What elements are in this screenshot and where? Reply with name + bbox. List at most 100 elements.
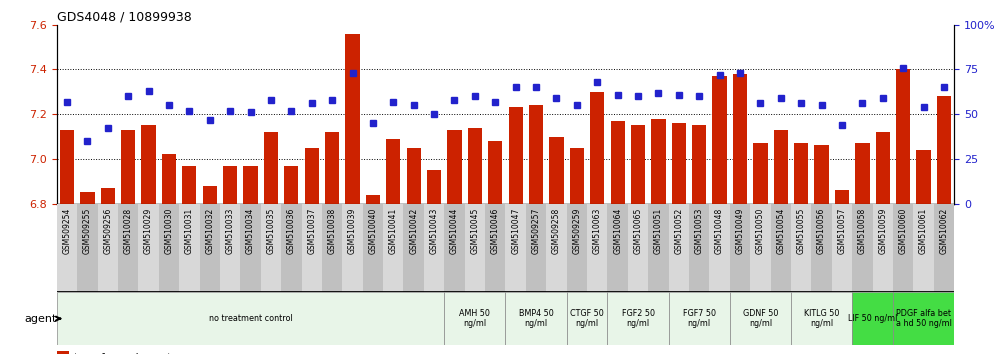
Text: GSM510059: GSM510059 — [878, 208, 887, 255]
Bar — [590, 92, 605, 204]
Bar — [832, 204, 853, 292]
Bar — [202, 186, 217, 204]
Text: CTGF 50
ng/ml: CTGF 50 ng/ml — [570, 309, 604, 328]
Text: GSM510032: GSM510032 — [205, 208, 214, 254]
Bar — [343, 204, 363, 292]
Bar — [934, 204, 954, 292]
Bar — [671, 123, 686, 204]
Bar — [325, 132, 340, 204]
Text: GSM510031: GSM510031 — [185, 208, 194, 254]
Text: GDNF 50
ng/ml: GDNF 50 ng/ml — [743, 309, 778, 328]
Bar — [692, 125, 706, 204]
Text: GSM510042: GSM510042 — [409, 208, 418, 254]
Bar — [916, 150, 930, 204]
Text: GSM509256: GSM509256 — [104, 208, 113, 255]
Bar — [651, 119, 665, 204]
Text: GSM510058: GSM510058 — [858, 208, 867, 254]
Bar — [366, 195, 380, 204]
Text: GSM510054: GSM510054 — [776, 208, 785, 255]
Text: GSM510057: GSM510057 — [838, 208, 847, 255]
Bar — [570, 148, 584, 204]
Bar — [81, 192, 95, 204]
Bar — [406, 148, 421, 204]
Text: GSM510029: GSM510029 — [144, 208, 153, 254]
Bar — [322, 204, 343, 292]
Bar — [872, 204, 893, 292]
Bar — [444, 292, 505, 345]
Bar — [118, 204, 138, 292]
Bar — [668, 204, 689, 292]
Bar — [893, 292, 954, 345]
Bar — [138, 204, 158, 292]
Bar — [57, 204, 77, 292]
Bar — [875, 132, 889, 204]
Bar — [240, 204, 261, 292]
Bar — [284, 166, 299, 204]
Bar — [243, 166, 258, 204]
Bar — [57, 292, 444, 345]
Bar — [567, 204, 587, 292]
Bar — [383, 204, 403, 292]
Bar — [220, 204, 240, 292]
Bar — [141, 125, 155, 204]
Bar — [794, 143, 809, 204]
Text: GSM510050: GSM510050 — [756, 208, 765, 255]
Text: GSM510053: GSM510053 — [695, 208, 704, 255]
Text: GSM510047: GSM510047 — [511, 208, 520, 255]
Text: GSM510034: GSM510034 — [246, 208, 255, 255]
Bar — [815, 145, 829, 204]
Text: GSM510051: GSM510051 — [654, 208, 663, 254]
Bar — [223, 166, 237, 204]
Text: GSM509259: GSM509259 — [573, 208, 582, 255]
Bar — [305, 148, 319, 204]
Bar — [488, 141, 502, 204]
Bar — [386, 139, 400, 204]
Bar — [630, 125, 645, 204]
Text: GSM510063: GSM510063 — [593, 208, 602, 255]
Bar — [261, 204, 281, 292]
Text: GSM509254: GSM509254 — [63, 208, 72, 255]
Text: GSM510055: GSM510055 — [797, 208, 806, 255]
Bar — [505, 292, 567, 345]
Text: GSM510065: GSM510065 — [633, 208, 642, 255]
Bar — [485, 204, 505, 292]
Text: GSM510056: GSM510056 — [817, 208, 826, 255]
Bar — [733, 74, 747, 204]
Bar — [668, 292, 730, 345]
Text: GSM510035: GSM510035 — [266, 208, 276, 255]
Text: GSM510030: GSM510030 — [164, 208, 173, 255]
Text: GSM510033: GSM510033 — [226, 208, 235, 255]
Bar — [853, 292, 893, 345]
Bar — [468, 127, 482, 204]
Bar — [60, 130, 74, 204]
Bar — [122, 130, 135, 204]
Text: GSM510045: GSM510045 — [470, 208, 479, 255]
Bar — [199, 204, 220, 292]
Bar — [812, 204, 832, 292]
Bar — [608, 292, 668, 345]
Bar — [346, 34, 360, 204]
Bar — [648, 204, 668, 292]
Text: FGF2 50
ng/ml: FGF2 50 ng/ml — [622, 309, 654, 328]
Bar — [444, 204, 465, 292]
Bar — [363, 204, 383, 292]
Bar — [98, 204, 118, 292]
Bar — [465, 204, 485, 292]
Text: GSM510044: GSM510044 — [450, 208, 459, 255]
Bar — [302, 204, 322, 292]
Text: GSM510046: GSM510046 — [491, 208, 500, 255]
Bar — [608, 204, 627, 292]
Bar — [774, 130, 788, 204]
Text: GSM510064: GSM510064 — [614, 208, 622, 255]
Text: GSM510028: GSM510028 — [124, 208, 132, 254]
Text: BMP4 50
ng/ml: BMP4 50 ng/ml — [519, 309, 554, 328]
Bar — [730, 204, 750, 292]
Bar — [853, 204, 872, 292]
Text: GSM510037: GSM510037 — [307, 208, 316, 255]
Bar — [182, 166, 196, 204]
Text: GSM510038: GSM510038 — [328, 208, 337, 254]
Bar — [835, 190, 850, 204]
Bar — [856, 143, 870, 204]
Bar — [753, 143, 768, 204]
Text: GSM510041: GSM510041 — [388, 208, 397, 254]
